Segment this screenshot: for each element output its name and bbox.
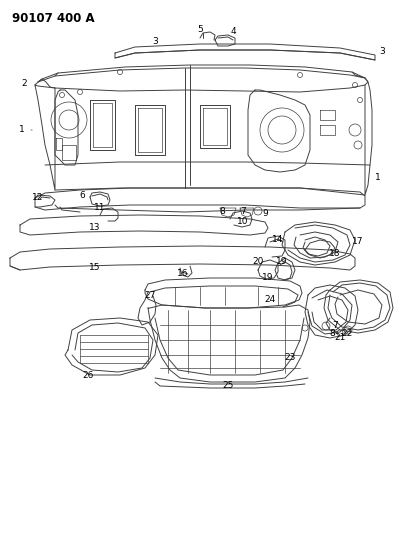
Text: 3: 3 [152,37,158,46]
Text: 9: 9 [262,208,268,217]
Text: 8: 8 [219,207,225,216]
Text: 22: 22 [341,328,353,337]
Text: 10: 10 [237,217,249,227]
Text: 21: 21 [334,334,346,343]
Text: 13: 13 [89,223,101,232]
Text: 24: 24 [264,295,276,304]
Text: 8: 8 [329,329,335,338]
Text: 90107 400 A: 90107 400 A [12,12,95,25]
Text: 5: 5 [197,26,203,35]
Text: 6: 6 [79,191,85,200]
Text: 19: 19 [262,273,274,282]
Text: 3: 3 [379,47,385,56]
Text: 25: 25 [222,381,234,390]
Text: 11: 11 [94,203,106,212]
Text: 15: 15 [89,263,101,272]
Text: 20: 20 [252,257,264,266]
Text: 14: 14 [272,236,284,245]
Text: 7: 7 [332,321,338,330]
Text: 23: 23 [284,353,296,362]
Text: 27: 27 [144,292,156,301]
Text: 19: 19 [276,257,288,266]
Text: 12: 12 [32,192,44,201]
Text: 16: 16 [177,270,189,279]
Text: 1: 1 [375,174,381,182]
Text: 17: 17 [352,238,364,246]
Text: 2: 2 [21,78,27,87]
Text: 4: 4 [230,28,236,36]
Text: 26: 26 [82,372,94,381]
Text: 1: 1 [19,125,25,134]
Text: 18: 18 [329,248,341,257]
Text: 7: 7 [240,207,246,216]
